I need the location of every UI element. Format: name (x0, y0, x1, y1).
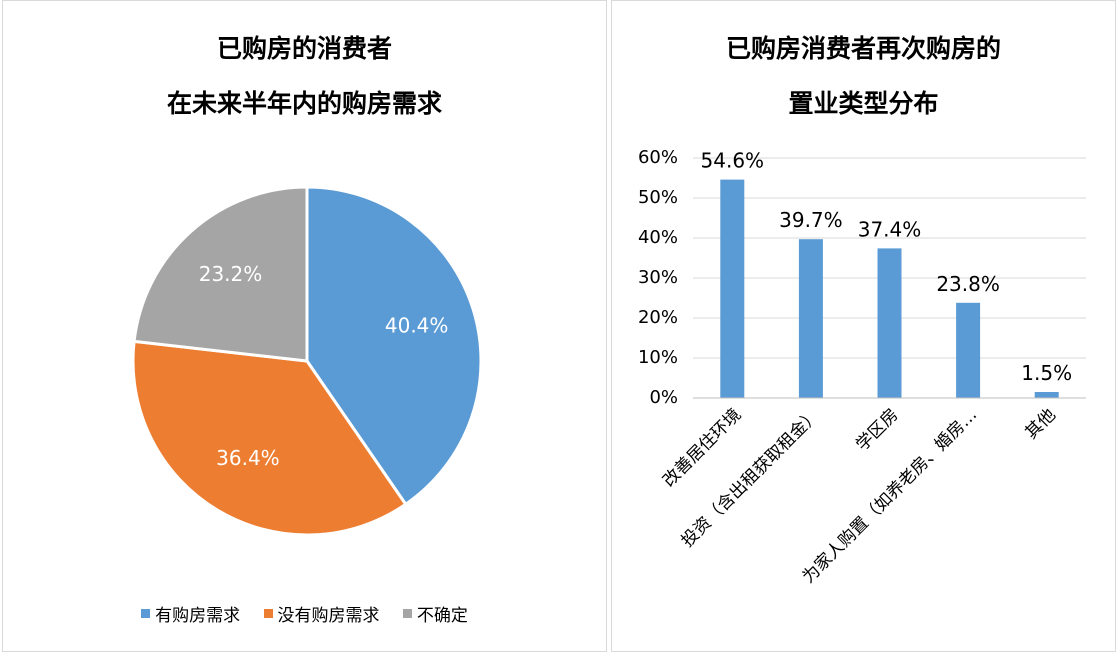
legend-item-uncertain: 不确定 (402, 601, 468, 626)
y-tick-label: 60% (638, 147, 678, 168)
pie-data-label: 36.4% (216, 446, 280, 470)
legend-label: 没有购房需求 (277, 606, 380, 626)
y-tick-label: 20% (638, 307, 678, 328)
pie-chart: 40.4% 36.4% 23.2% (131, 185, 483, 537)
bar (1034, 392, 1059, 398)
x-category-label: 改善居住环境 (659, 405, 745, 491)
pie-slice (131, 339, 408, 537)
pie-data-label: 40.4% (385, 313, 449, 337)
legend-swatch (402, 609, 412, 618)
bar (956, 302, 981, 398)
bar-title-line-1: 已购房消费者再次购房的 (725, 34, 1001, 63)
bar-data-label: 23.8% (936, 272, 1000, 296)
y-tick-label: 30% (638, 267, 678, 288)
legend-label: 不确定 (416, 606, 468, 626)
bar-title-line-2: 置业类型分布 (788, 89, 939, 118)
bar-data-label: 54.6% (701, 149, 765, 173)
bar (798, 239, 823, 398)
pie-title-line-1: 已购房的消费者 (216, 34, 392, 63)
pie-title-line-2: 在未来半年内的购房需求 (166, 89, 442, 118)
pie-slice (132, 185, 309, 363)
x-category-label: 投资（含出租获取租金） (678, 405, 824, 551)
bar (877, 248, 902, 398)
legend-item-has-demand: 有购房需求 (141, 601, 240, 626)
bar (720, 179, 745, 398)
pie-slice (305, 185, 483, 507)
x-category-label: 学区房 (852, 405, 902, 455)
legend-item-no-demand: 没有购房需求 (263, 601, 380, 626)
x-category-label: 其他 (1022, 405, 1060, 443)
y-tick-label: 50% (638, 187, 678, 208)
pie-chart-panel: 已购房的消费者 在未来半年内的购房需求 40.4% 36.4% 23.2% 有购房需… (2, 0, 607, 652)
x-category-label: 为家人购置（如养老房、婚房… (799, 405, 981, 587)
bar-chart: 0% 10% 20% 30% 40% 50% 60% 54.6% 改善居住环境 39.7% 投资（含… (638, 147, 1086, 587)
pie-data-label: 23.2% (199, 262, 263, 286)
y-tick-label: 40% (638, 227, 678, 248)
legend-label: 有购房需求 (155, 606, 241, 626)
bar-data-label: 37.4% (858, 217, 922, 241)
y-tick-label: 10% (638, 347, 678, 368)
y-tick-label: 0% (649, 387, 678, 408)
legend-swatch (141, 609, 151, 618)
bar-data-label: 39.7% (779, 208, 843, 232)
bar-chart-panel: 已购房消费者再次购房的 置业类型分布 0% 10% 20% 30% 40% 50% 60% 5… (611, 0, 1116, 652)
legend-swatch (263, 609, 273, 618)
bar-data-label: 1.5% (1021, 361, 1072, 385)
pie-legend: 有购房需求 没有购房需求 不确定 (3, 601, 606, 626)
